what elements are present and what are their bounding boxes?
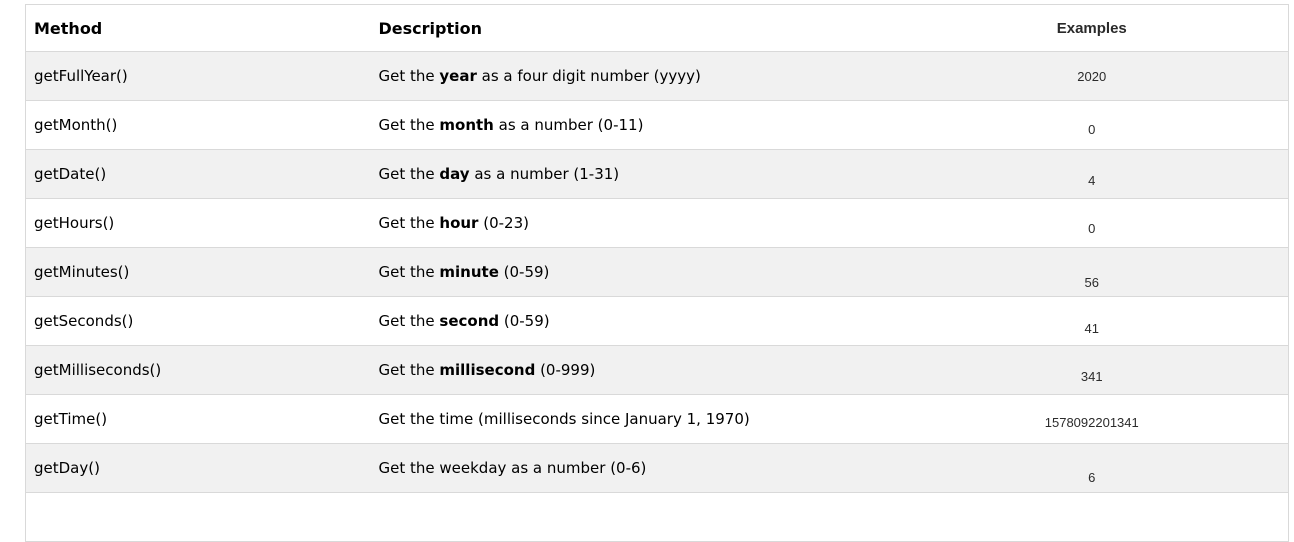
table-row: getFullYear() Get the year as a four dig… <box>25 51 1289 101</box>
example-value: 2020 <box>1077 68 1107 84</box>
description-cell: Get the minute (0-59) <box>370 247 896 297</box>
table-row: getSeconds() Get the second (0-59) 41 <box>25 296 1289 346</box>
example-value: 0 <box>1088 121 1096 137</box>
description-cell: Get the year as a four digit number (yyy… <box>370 51 896 101</box>
description-text: Get the <box>378 116 440 134</box>
column-header-examples: Examples <box>895 4 1289 52</box>
example-cell: 56 <box>895 247 1289 297</box>
description-bold-term: month <box>439 116 494 134</box>
example-cell: 0 <box>895 198 1289 248</box>
example-cell: 341 <box>895 345 1289 395</box>
description-cell: Get the second (0-59) <box>370 296 896 346</box>
example-cell: 0 <box>895 100 1289 150</box>
table-row-partial <box>25 492 1289 542</box>
method-cell: getDay() <box>25 443 371 493</box>
table-row: getHours() Get the hour (0-23) 0 <box>25 198 1289 248</box>
description-text: as a number (1-31) <box>469 165 620 183</box>
method-cell: getMilliseconds() <box>25 345 371 395</box>
column-header-method: Method <box>25 4 371 52</box>
example-cell: 1578092201341 <box>895 394 1289 444</box>
example-value: 1578092201341 <box>1044 414 1139 430</box>
table-row: getMilliseconds() Get the millisecond (0… <box>25 345 1289 395</box>
description-text: Get the <box>378 67 440 85</box>
description-bold-term: hour <box>439 214 479 232</box>
description-cell: Get the weekday as a number (0-6) <box>370 443 896 493</box>
method-cell: getFullYear() <box>25 51 371 101</box>
description-cell <box>370 492 896 542</box>
description-cell: Get the day as a number (1-31) <box>370 149 896 199</box>
description-text: Get the time (milliseconds since January… <box>378 410 750 428</box>
example-cell: 4 <box>895 149 1289 199</box>
method-cell <box>25 492 371 542</box>
method-cell: getMonth() <box>25 100 371 150</box>
description-text: Get the <box>378 214 440 232</box>
method-cell: getMinutes() <box>25 247 371 297</box>
description-bold-term: second <box>439 312 500 330</box>
description-bold-term: year <box>439 67 477 85</box>
example-value: 56 <box>1084 274 1099 290</box>
description-text: (0-59) <box>498 263 550 281</box>
description-bold-term: millisecond <box>439 361 536 379</box>
example-value: 41 <box>1084 320 1099 336</box>
description-text: Get the weekday as a number (0-6) <box>378 459 647 477</box>
description-bold-term: minute <box>439 263 499 281</box>
description-bold-term: day <box>439 165 470 183</box>
description-cell: Get the hour (0-23) <box>370 198 896 248</box>
description-text: (0-23) <box>478 214 529 232</box>
description-text: as a four digit number (yyyy) <box>476 67 701 85</box>
description-text: Get the <box>378 263 440 281</box>
table-row: getMonth() Get the month as a number (0-… <box>25 100 1289 150</box>
column-header-description: Description <box>370 4 896 52</box>
description-text: Get the <box>378 165 440 183</box>
description-text: Get the <box>378 312 440 330</box>
method-cell: getDate() <box>25 149 371 199</box>
table-row: getTime() Get the time (milliseconds sin… <box>25 394 1289 444</box>
description-text: as a number (0-11) <box>493 116 644 134</box>
example-cell: 41 <box>895 296 1289 346</box>
example-value: 4 <box>1088 172 1096 188</box>
example-value: 0 <box>1088 220 1096 236</box>
example-cell <box>895 492 1289 542</box>
example-value: 6 <box>1088 469 1096 485</box>
table-row: getDay() Get the weekday as a number (0-… <box>25 443 1289 493</box>
method-cell: getHours() <box>25 198 371 248</box>
description-cell: Get the millisecond (0-999) <box>370 345 896 395</box>
method-cell: getTime() <box>25 394 371 444</box>
method-cell: getSeconds() <box>25 296 371 346</box>
description-cell: Get the month as a number (0-11) <box>370 100 896 150</box>
date-methods-table: Method Description Examples getFullYear(… <box>25 4 1289 542</box>
description-text: (0-999) <box>535 361 596 379</box>
description-cell: Get the time (milliseconds since January… <box>370 394 896 444</box>
example-cell: 6 <box>895 443 1289 493</box>
description-text: Get the <box>378 361 440 379</box>
example-value: 341 <box>1080 368 1103 384</box>
header-row: Method Description Examples <box>25 4 1289 52</box>
example-cell: 2020 <box>895 51 1289 101</box>
table-row: getDate() Get the day as a number (1-31)… <box>25 149 1289 199</box>
description-text: (0-59) <box>499 312 550 330</box>
table-row: getMinutes() Get the minute (0-59) 56 <box>25 247 1289 297</box>
